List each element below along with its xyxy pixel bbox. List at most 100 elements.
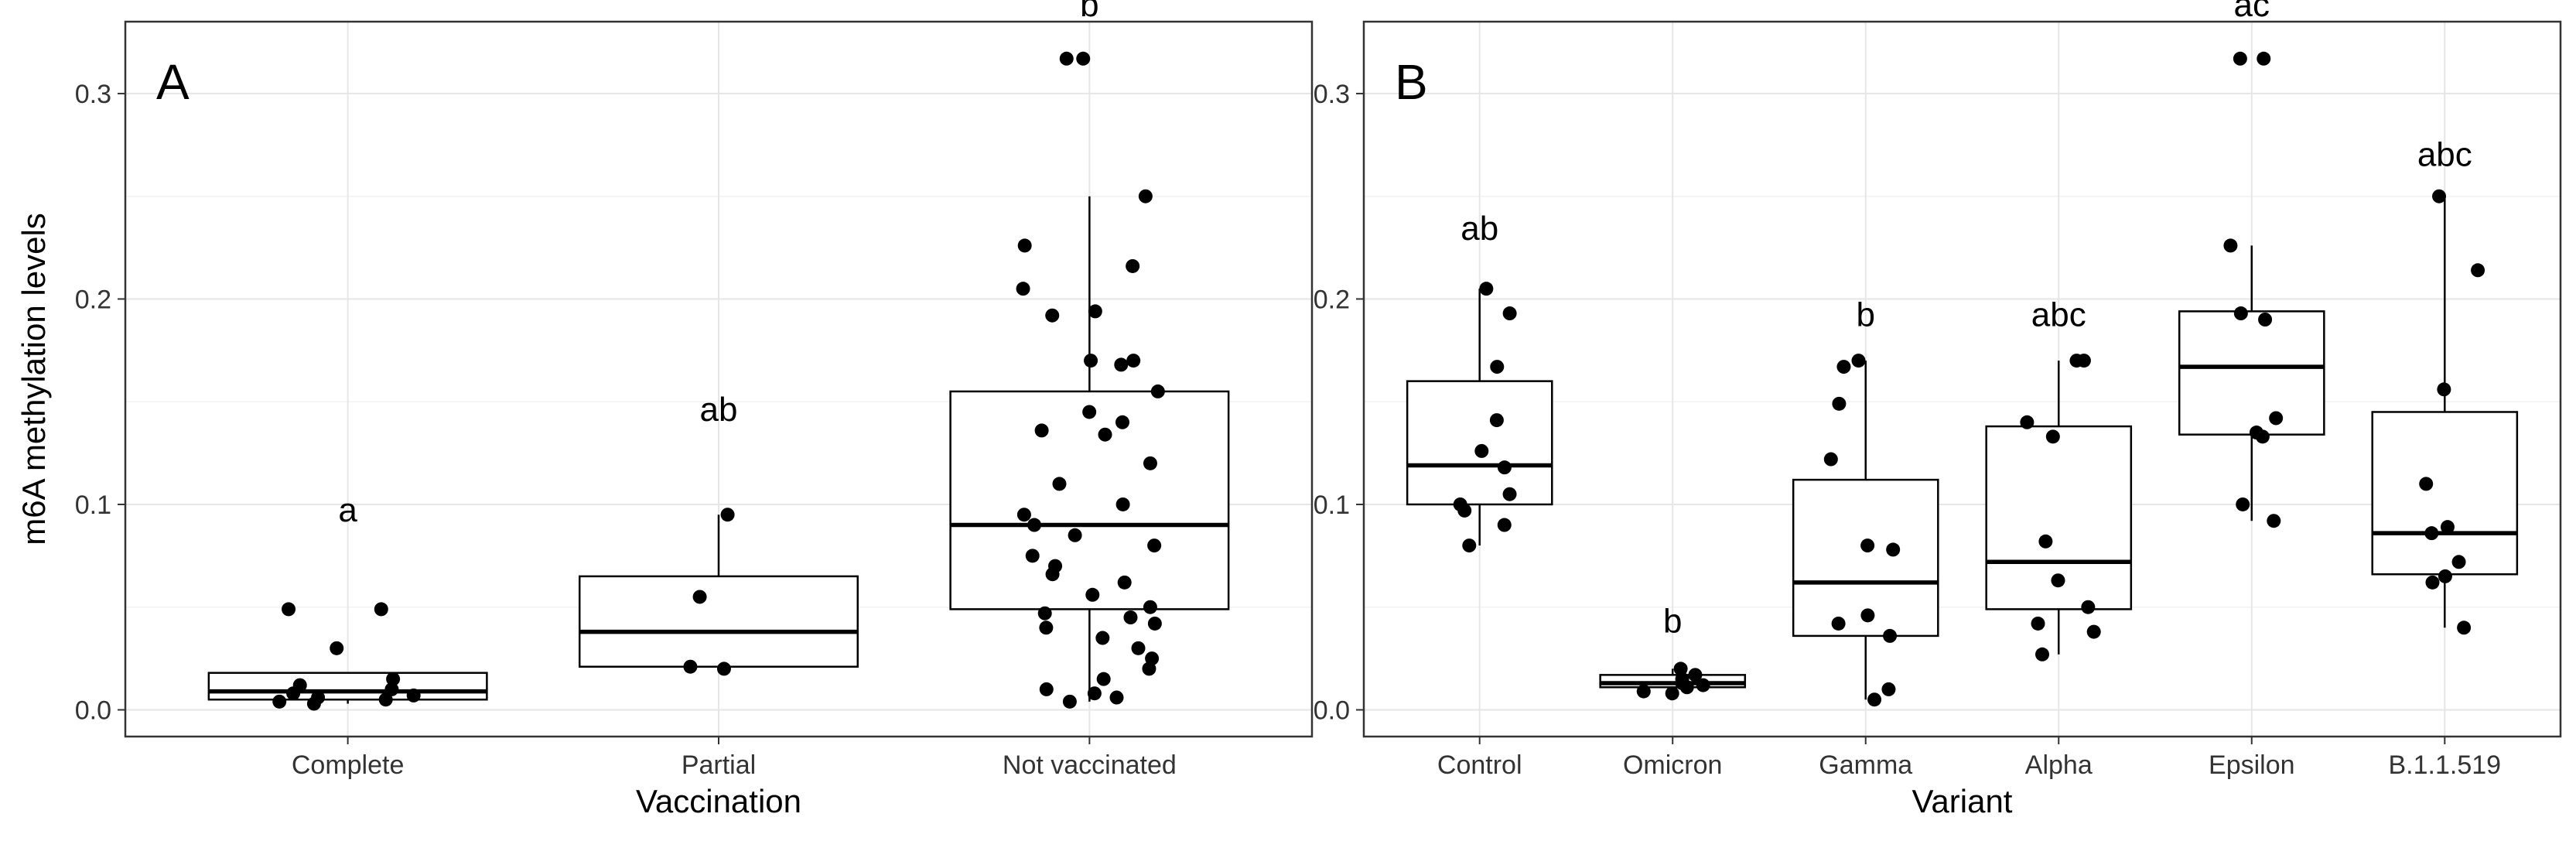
data-point <box>1039 682 1054 696</box>
data-point <box>1085 587 1100 602</box>
data-point <box>2419 477 2434 491</box>
data-point <box>683 659 698 674</box>
data-point <box>2425 575 2440 590</box>
data-point <box>1126 354 1141 368</box>
data-point <box>1082 405 1097 419</box>
data-point <box>1025 549 1040 563</box>
data-point <box>1059 51 1074 66</box>
data-point <box>1474 443 1489 458</box>
data-point <box>2020 415 2034 429</box>
data-point <box>2269 411 2284 426</box>
data-point <box>1114 357 1129 372</box>
box <box>578 575 859 668</box>
data-point <box>2069 354 2084 368</box>
box <box>2178 310 2325 436</box>
data-point <box>1832 396 1847 411</box>
data-point <box>2432 189 2447 203</box>
data-point <box>1636 684 1651 699</box>
box-group-omicron: b <box>1599 602 1747 701</box>
box <box>207 672 488 701</box>
data-point <box>1688 668 1703 682</box>
significance-letter: b <box>1856 296 1874 334</box>
data-point <box>2471 263 2485 278</box>
data-point <box>2437 382 2451 397</box>
data-point <box>2233 51 2247 66</box>
data-point <box>1052 477 1067 491</box>
data-point <box>1860 608 1875 623</box>
box <box>2371 411 2519 576</box>
box <box>949 390 1230 610</box>
data-point <box>282 602 296 617</box>
data-point <box>378 692 393 707</box>
data-point <box>2223 238 2238 253</box>
data-point <box>2258 313 2273 326</box>
y-tick-label: 0.0 <box>75 696 111 725</box>
y-tick-label: 0.3 <box>1314 80 1350 109</box>
significance-letter: ac <box>2234 0 2270 24</box>
data-point <box>2267 514 2281 528</box>
data-point <box>1098 427 1112 442</box>
data-point <box>1126 258 1140 273</box>
data-point <box>406 688 421 703</box>
data-point <box>1836 360 1851 374</box>
data-point <box>1831 616 1846 631</box>
x-axis-title: Vaccination <box>636 783 801 819</box>
data-point <box>1087 686 1102 701</box>
panel-b: 0.0 0.1 0.2 0.3 ab Control b Omicron b Gamma abc Al… <box>1314 0 2562 819</box>
data-point <box>2051 573 2065 588</box>
data-point <box>1883 628 1898 643</box>
data-point <box>1062 694 1077 709</box>
data-point <box>1881 682 1896 696</box>
data-point <box>2236 497 2250 511</box>
data-point <box>1867 692 1882 707</box>
data-point <box>2086 624 2101 639</box>
x-tick-label: Omicron <box>1623 750 1722 780</box>
data-point <box>1462 538 1477 553</box>
data-point <box>1131 641 1146 655</box>
box-group-not-vaccinated: b <box>949 0 1230 709</box>
data-point <box>374 602 388 617</box>
box-group-partial: ab <box>578 391 859 676</box>
data-point <box>1502 487 1517 501</box>
significance-letter: ab <box>700 391 738 429</box>
data-point <box>1088 304 1102 319</box>
data-point <box>1096 672 1111 686</box>
data-point <box>1039 620 1054 635</box>
box-group-gamma: b <box>1792 296 1939 707</box>
data-point <box>2031 616 2045 631</box>
box-group-complete: a <box>207 491 488 711</box>
data-point <box>2045 429 2060 444</box>
data-point <box>1027 518 1042 532</box>
data-point <box>2035 647 2050 662</box>
y-tick-label: 0.2 <box>75 285 111 314</box>
x-tick-label: Gamma <box>1819 750 1912 780</box>
box-group-epsilon: ac <box>2178 0 2325 528</box>
data-point <box>1123 610 1138 624</box>
data-point <box>384 682 399 696</box>
panel-border <box>124 20 1314 738</box>
data-point <box>1479 282 1494 296</box>
data-point <box>1017 238 1032 253</box>
data-point <box>1673 662 1688 676</box>
panel-label: B <box>1395 54 1428 110</box>
data-point <box>1851 354 1866 368</box>
x-axis-title: Variant <box>1912 783 2013 819</box>
data-point <box>1886 542 1901 557</box>
x-tick-label: Control <box>1437 750 1522 780</box>
data-point <box>1076 51 1091 66</box>
data-point <box>2038 534 2053 549</box>
data-point <box>1696 678 1710 692</box>
y-axis-title: m6A methylation levels <box>15 213 52 545</box>
data-point <box>1497 518 1512 532</box>
data-point <box>1037 606 1052 620</box>
box-group-b-1-1-519: abc <box>2371 136 2519 635</box>
data-point <box>1045 308 1060 323</box>
data-point <box>2424 526 2439 541</box>
data-point <box>1457 503 1472 518</box>
data-point <box>1034 423 1049 438</box>
data-point <box>1016 282 1030 296</box>
significance-letter: b <box>1663 602 1682 640</box>
data-point <box>1490 360 1505 374</box>
data-point <box>2255 429 2270 444</box>
